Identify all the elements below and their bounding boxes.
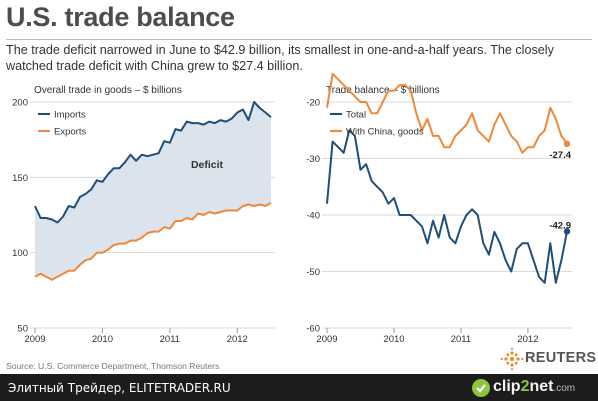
- y-tick-label: -40: [306, 211, 320, 222]
- y-tick-label: 150: [12, 173, 28, 184]
- legend-label: With China, goods: [346, 127, 424, 138]
- end-point-marker: [563, 228, 571, 235]
- x-tick-label: 2010: [383, 334, 404, 345]
- y-tick-label: -30: [306, 154, 320, 165]
- x-tick-label: 2010: [92, 334, 113, 345]
- footer-bar: [0, 374, 598, 401]
- series-line-with-china-goods: [326, 72, 568, 154]
- chart-title: Trade balance – $ billions: [326, 85, 440, 96]
- footer-credit: Элитный Трейдер, ELITETRADER.RU: [8, 381, 231, 395]
- series-line-exports: [34, 202, 272, 281]
- x-tick-label: 2012: [227, 334, 248, 345]
- reuters-logo-icon: [500, 347, 524, 371]
- y-tick-label: -20: [306, 98, 320, 109]
- clip2net-part-d: .com: [553, 383, 576, 394]
- title-divider: [6, 39, 592, 40]
- deficit-label: Deficit: [191, 159, 224, 171]
- y-tick-label: 200: [12, 98, 28, 109]
- x-tick-label: 2012: [517, 334, 538, 345]
- y-tick-label: 50: [17, 324, 28, 335]
- x-tick-label: 2011: [451, 334, 471, 345]
- y-tick-label: -60: [306, 324, 320, 335]
- x-tick-label: 2011: [160, 334, 180, 345]
- legend-label: Exports: [54, 127, 86, 138]
- page-title: U.S. trade balance: [6, 2, 235, 32]
- x-tick-label: 2009: [316, 334, 337, 345]
- end-value-label: -42.9: [549, 220, 571, 231]
- page-subtitle: The trade deficit narrowed in June to $4…: [6, 43, 554, 73]
- series-line-total: [326, 129, 568, 284]
- clip2net-part-a: clip: [493, 378, 521, 395]
- end-point-marker: [563, 140, 571, 148]
- legend-label: Total: [346, 110, 366, 121]
- series-line-imports: [34, 101, 272, 224]
- y-tick-label: 100: [12, 248, 28, 259]
- legend-label: Imports: [54, 110, 86, 121]
- end-value-label: -27.4: [549, 150, 571, 161]
- y-tick-label: -50: [306, 267, 320, 278]
- clip2net-part-b: 2: [520, 378, 530, 395]
- reuters-wordmark: REUTERS: [525, 350, 597, 366]
- clip2net-logo: clip2net.com: [493, 378, 575, 396]
- source-note: Source: U.S. Commerce Department, Thomso…: [6, 361, 220, 371]
- chart-title: Overall trade in goods – $ billions: [34, 85, 182, 96]
- clip2net-part-c: net: [529, 378, 554, 395]
- deficit-area: [35, 102, 271, 280]
- clip2net-icon: [472, 379, 490, 397]
- x-tick-label: 2009: [24, 334, 45, 345]
